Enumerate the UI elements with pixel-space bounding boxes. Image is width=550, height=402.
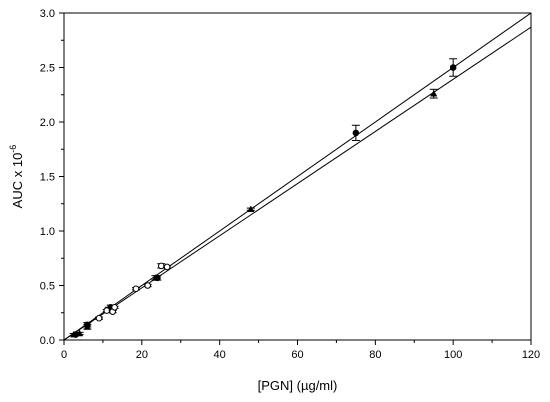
data-point-open-circle [95, 314, 103, 322]
regression-line [64, 26, 531, 340]
y-axis-title: AUC x 10-6 [8, 145, 25, 209]
data-point-triangle [70, 330, 78, 338]
x-axis-title: [PGN] (µg/ml) [258, 378, 338, 393]
x-tick-label: 80 [369, 349, 381, 361]
y-axis-title-exponent: -6 [8, 145, 18, 153]
x-tick-label: 0 [61, 349, 67, 361]
data-points [69, 58, 458, 338]
y-tick-label: 1.5 [40, 172, 55, 184]
data-point-open-circle [111, 304, 118, 311]
x-tick-label: 20 [136, 349, 148, 361]
data-point-open-circle [144, 282, 151, 289]
y-tick-label: 0.0 [40, 335, 55, 347]
x-tick-label: 40 [214, 349, 226, 361]
data-point-filled-circle [449, 64, 457, 71]
y-axis-title-group: AUC x 10-6 [8, 145, 25, 209]
y-tick-label: 0.5 [40, 281, 55, 293]
data-point-filled-circle [352, 129, 360, 137]
y-tick-label: 1.0 [40, 226, 55, 238]
data-point-triangle [247, 205, 255, 213]
axis-labels: 0 20 40 60 80 100 120 0.0 0.5 1.0 1.5 2.0 2.5 3.0 [PGN… [8, 8, 540, 393]
x-tick-label: 120 [522, 349, 540, 361]
y-tick-label: 3.0 [40, 8, 55, 20]
data-point-open-circle [163, 263, 171, 271]
data-point-triangle [151, 274, 160, 281]
x-tick-label: 100 [444, 349, 462, 361]
data-point-open-circle [132, 285, 140, 293]
data-point-triangle [430, 89, 438, 97]
data-point-triangle [75, 329, 84, 337]
axes [59, 12, 532, 345]
y-tick-label: 2.0 [40, 117, 55, 129]
x-tick-label: 60 [291, 349, 303, 361]
data-point-triangle [83, 323, 91, 330]
y-axis-title-base: AUC x 10 [10, 153, 25, 209]
y-tick-label: 2.5 [40, 63, 55, 75]
